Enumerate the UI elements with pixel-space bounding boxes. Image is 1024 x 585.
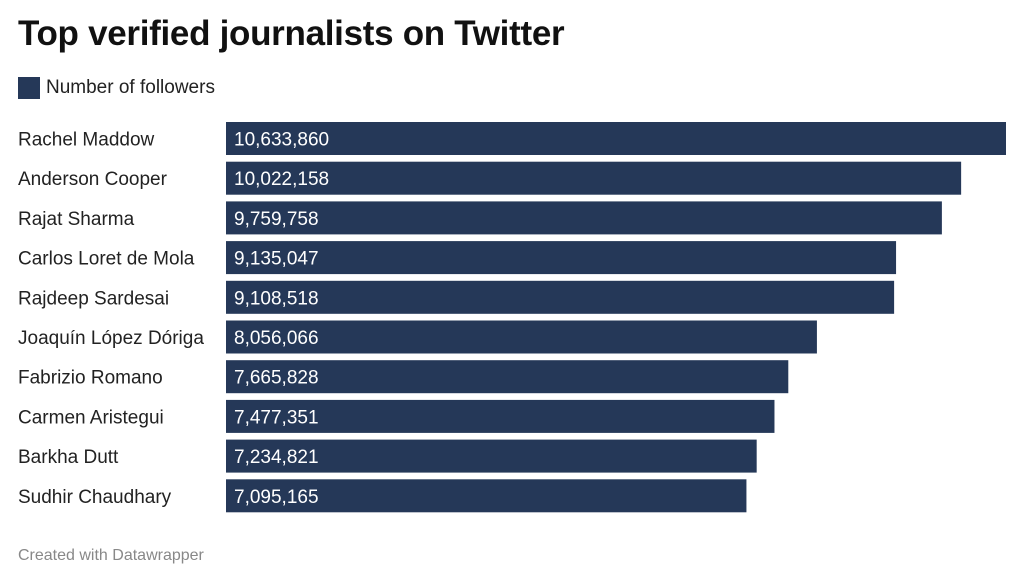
category-label: Anderson Cooper [18,169,168,190]
value-label: 9,759,758 [234,209,319,230]
category-label: Fabrizio Romano [18,368,163,389]
bar [226,479,747,513]
bar [226,241,897,275]
bar [226,360,789,394]
value-label: 7,665,828 [234,368,319,389]
bar [226,280,895,314]
bar [226,399,775,433]
legend-label: Number of followers [46,77,215,98]
category-label: Barkha Dutt [18,447,119,468]
category-label: Carmen Aristegui [18,407,164,428]
category-label: Sudhir Chaudhary [18,487,172,508]
value-label: 8,056,066 [234,328,319,349]
bar [226,439,757,473]
category-label: Rajdeep Sardesai [18,288,169,309]
bar [226,201,942,235]
footer-credit: Created with Datawrapper [18,547,204,564]
legend-swatch [18,77,40,99]
category-label: Joaquín López Dóriga [18,328,204,349]
legend: Number of followers [18,77,215,99]
value-label: 7,477,351 [234,407,319,428]
bar [226,122,1006,155]
bar [226,320,817,354]
value-label: 7,234,821 [234,447,319,468]
chart-title: Top verified journalists on Twitter [18,14,565,53]
value-label: 10,633,860 [234,130,329,151]
bar [226,161,962,195]
value-label: 7,095,165 [234,487,319,508]
category-label: Rachel Maddow [18,130,155,151]
category-label: Carlos Loret de Mola [18,249,195,270]
value-label: 10,022,158 [234,169,329,190]
value-label: 9,108,518 [234,288,319,309]
value-label: 9,135,047 [234,249,319,270]
category-label: Rajat Sharma [18,209,135,230]
